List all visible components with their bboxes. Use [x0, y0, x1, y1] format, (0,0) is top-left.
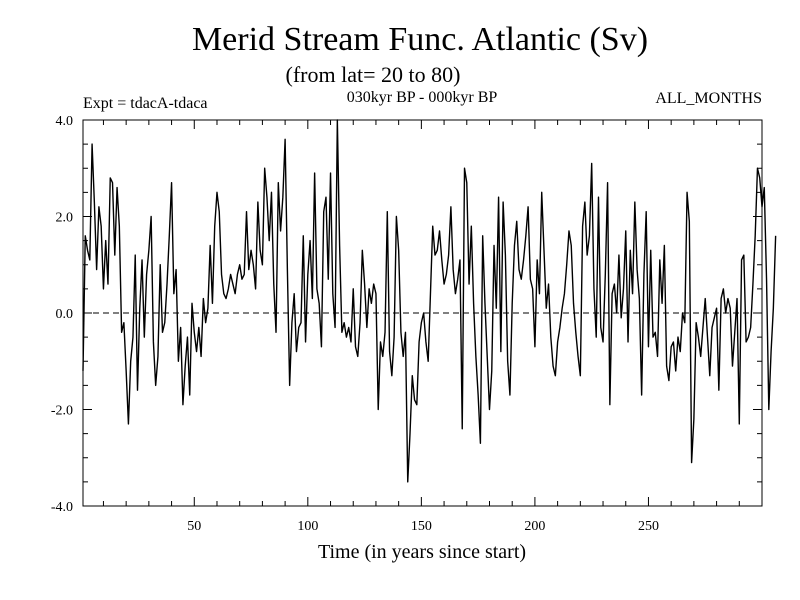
y-tick-label: 0.0	[56, 307, 74, 322]
y-tick-label: -4.0	[51, 500, 73, 515]
x-tick-label: 250	[638, 519, 659, 534]
y-tick-label: 2.0	[56, 211, 74, 226]
y-axis: -4.0 -2.0 0.0 2.0 4.0	[51, 114, 762, 515]
y-tick-label: 4.0	[56, 114, 74, 129]
series-layer	[82, 119, 777, 483]
chart-title: Merid Stream Func. Atlantic (Sv)	[192, 21, 648, 58]
x-axis: 50 100 150 200 250	[102, 120, 763, 534]
chart-subtitle: (from lat= 20 to 80)	[286, 62, 461, 87]
x-tick-label: 100	[297, 519, 318, 534]
x-tick-label: 150	[411, 519, 432, 534]
series-line-0	[82, 119, 777, 483]
y-tick-label: -2.0	[51, 404, 73, 419]
x-tick-label: 50	[187, 519, 201, 534]
x-axis-label: Time (in years since start)	[318, 541, 526, 563]
x-tick-label: 200	[524, 519, 545, 534]
expt-label: Expt = tdacA-tdaca	[83, 95, 208, 112]
period-label: 030kyr BP - 000kyr BP	[347, 89, 498, 106]
months-label: ALL_MONTHS	[655, 90, 762, 107]
